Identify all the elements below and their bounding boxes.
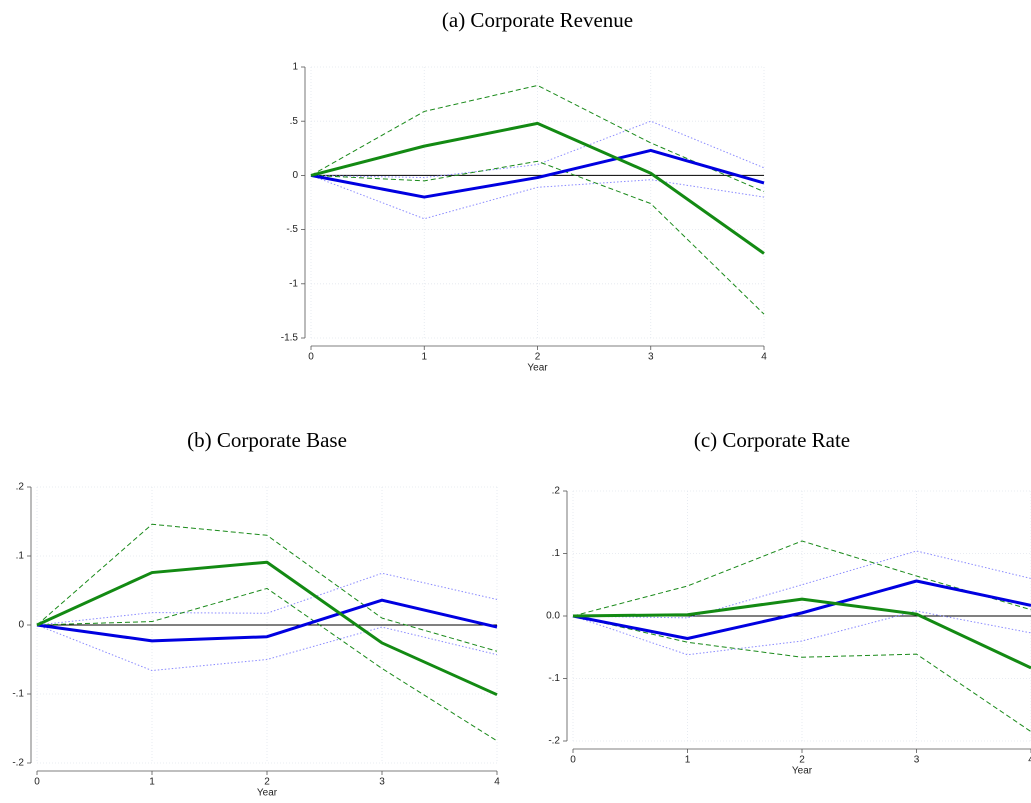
series-line [572,579,1031,640]
series-line [36,560,498,697]
x-tick-label: 4 [1028,755,1031,766]
series-line [310,121,765,255]
y-tick-label: -.2 [548,736,560,747]
x-tick-label: 3 [379,777,385,788]
y-tick-label: -.2 [12,758,24,769]
series-line [572,597,1031,670]
y-tick-label: 1 [292,62,298,73]
x-tick-label: 1 [421,352,427,363]
chart-title: (a) Corporate Revenue [442,8,633,32]
x-tick-label: 3 [648,352,654,363]
y-tick-label: .5 [290,116,299,127]
chart-title: (b) Corporate Base [187,428,347,452]
y-tick-label: 0 [18,620,24,631]
series-line [572,550,1031,619]
y-tick-label: -1.5 [281,333,299,344]
series-line [36,523,498,652]
x-tick-label: 0 [308,352,314,363]
x-tick-label: 4 [761,352,767,363]
y-tick-label: -.1 [548,673,560,684]
y-tick-label: .1 [16,551,25,562]
x-tick-label: 4 [494,777,500,788]
series-line [36,587,498,742]
x-tick-label: 2 [799,755,805,766]
y-tick-label: .1 [552,548,561,559]
y-tick-label: -.5 [286,224,298,235]
chart-title: (c) Corporate Rate [694,428,850,452]
x-tick-label: 1 [685,755,691,766]
y-tick-label: -.1 [12,689,24,700]
x-axis-label: Year [257,788,278,799]
x-tick-label: 0 [570,755,576,766]
series-line [572,540,1031,617]
x-tick-label: 1 [149,777,155,788]
series-line [310,120,765,179]
series-line [36,572,498,626]
y-tick-label: 0 [292,170,298,181]
series-line [310,160,765,315]
x-tick-label: 0 [34,777,40,788]
x-tick-label: 2 [264,777,270,788]
y-tick-label: .2 [16,482,25,493]
series-line [36,598,498,643]
x-tick-label: 3 [914,755,920,766]
series-line [572,610,1031,656]
y-tick-label: -1 [289,278,298,289]
series-line [310,148,765,199]
x-axis-label: Year [792,766,813,777]
y-tick-label: 0.0 [546,611,560,622]
y-tick-label: .2 [552,486,561,497]
x-tick-label: 2 [535,352,541,363]
series-line [310,174,765,220]
series-line [572,615,1031,733]
series-line [36,624,498,672]
x-axis-label: Year [527,363,548,374]
